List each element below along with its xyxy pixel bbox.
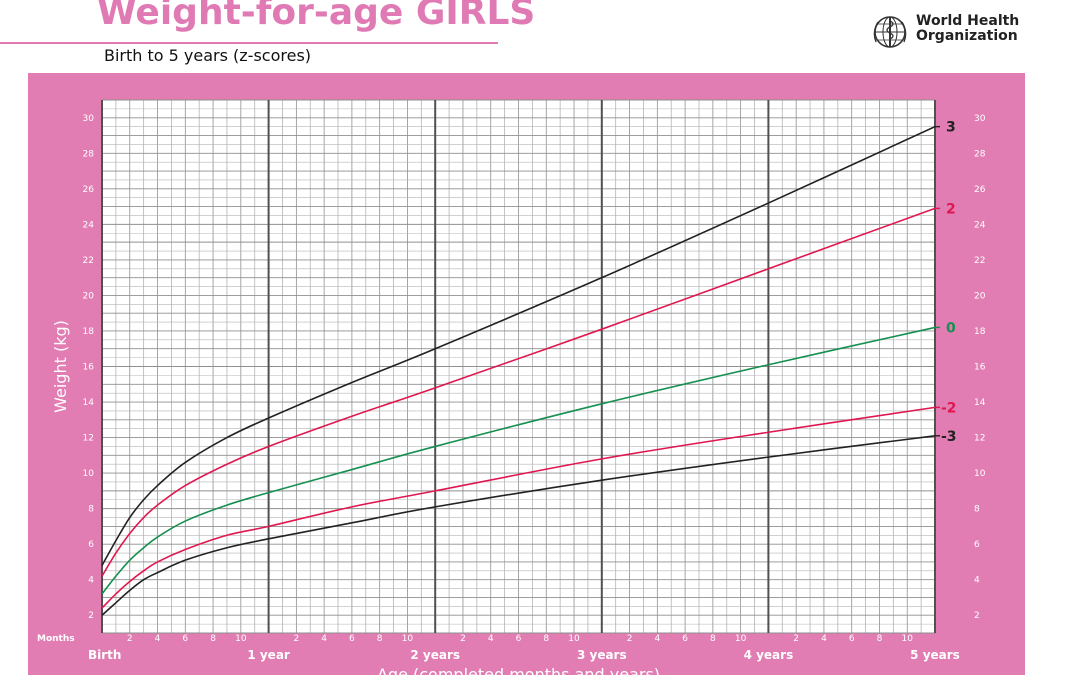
series-line-z2 [101, 207, 936, 577]
y-tick-label-right: 22 [974, 256, 985, 266]
grid-major [101, 100, 936, 633]
y-tick-label-left: 30 [83, 114, 95, 124]
x-tick-label-year: Birth [88, 648, 121, 662]
x-tick-label-month: 10 [568, 634, 580, 644]
y-tick-label-right: 28 [974, 149, 986, 159]
y-tick-label-left: 2 [88, 611, 94, 621]
x-tick-label-month: 10 [402, 634, 414, 644]
x-tick-label-month: 10 [735, 634, 747, 644]
x-tick-label-year: 3 years [577, 648, 627, 662]
y-tick-label-left: 12 [83, 434, 94, 444]
x-tick-label-month: 2 [793, 634, 799, 644]
x-axis-title: Age (completed months and years) [377, 665, 660, 675]
y-tick-label-left: 18 [83, 327, 95, 337]
y-tick-label-right: 12 [974, 434, 985, 444]
series-label-zminus2: -2 [941, 400, 957, 416]
x-tick-label-month: 4 [321, 634, 327, 644]
title-underline [0, 42, 498, 44]
y-tick-label-right: 8 [974, 505, 980, 515]
y-tick-label-right: 6 [974, 540, 980, 550]
x-unit-label: Months [37, 634, 75, 644]
series-line-zminus2 [101, 406, 936, 609]
y-tick-label-right: 20 [974, 291, 986, 301]
x-tick-label-year: 4 years [744, 648, 794, 662]
series-line-z0 [101, 326, 936, 595]
grid-minor [102, 99, 935, 634]
y-tick-label-right: 2 [974, 611, 980, 621]
x-tick-label-month: 2 [127, 634, 133, 644]
y-axis-title: Weight (kg) [51, 320, 70, 413]
x-tick-label-month: 6 [682, 634, 688, 644]
who-emblem-icon [873, 16, 907, 48]
x-tick-label-month: 2 [460, 634, 466, 644]
y-tick-label-left: 6 [88, 540, 94, 550]
y-tick-label-right: 26 [974, 185, 986, 195]
x-tick-label-month: 8 [377, 634, 383, 644]
x-tick-label-month: 2 [293, 634, 299, 644]
y-tick-label-left: 10 [83, 469, 95, 479]
series-label-z3: 3 [946, 120, 956, 136]
series-line-zminus3 [101, 434, 936, 616]
y-tick-label-right: 10 [974, 469, 986, 479]
x-tick-label-month: 6 [849, 634, 855, 644]
y-tick-label-left: 26 [83, 185, 95, 195]
x-tick-label-month: 10 [235, 634, 247, 644]
x-tick-label-month: 4 [488, 634, 494, 644]
x-tick-label-month: 4 [155, 634, 161, 644]
series-labels: 3 2 0 -2 -3 [935, 120, 957, 445]
series-line-z3 [101, 125, 936, 566]
x-tick-label-month: 2 [627, 634, 633, 644]
y-tick-label-right: 18 [974, 327, 986, 337]
x-tick-label-month: 4 [654, 634, 660, 644]
series-label-zminus3: -3 [941, 429, 957, 445]
series-label-z0: 0 [946, 320, 956, 336]
y-tick-label-left: 20 [83, 291, 95, 301]
y-tick-label-left: 24 [83, 220, 95, 230]
y-tick-label-left: 8 [88, 505, 94, 515]
x-tick-label-month: 6 [182, 634, 188, 644]
y-tick-label-right: 14 [974, 398, 986, 408]
x-tick-label-month: 8 [543, 634, 549, 644]
chart-title: Weight-for-age GIRLS [97, 0, 536, 33]
y-tick-label-right: 30 [974, 114, 986, 124]
y-tick-label-left: 28 [83, 149, 95, 159]
chart-subtitle: Birth to 5 years (z-scores) [104, 46, 312, 65]
y-tick-label-left: 14 [83, 398, 95, 408]
y-tick-label-left: 22 [83, 256, 94, 266]
y-tick-label-right: 4 [974, 576, 980, 586]
x-tick-label-year: 1 year [247, 648, 290, 662]
series-label-z2: 2 [946, 201, 956, 217]
org-name-line-2: Organization [916, 28, 1018, 44]
y-tick-label-left: 16 [83, 363, 95, 373]
x-tick-label-month: 8 [710, 634, 716, 644]
x-tick-label-year: 2 years [410, 648, 460, 662]
y-tick-label-right: 16 [974, 363, 986, 373]
who-wordmark: World Health Organization [916, 14, 1019, 44]
x-tick-label-month: 6 [349, 634, 355, 644]
series-lines [101, 125, 936, 616]
org-name-line-1: World Health [916, 13, 1020, 29]
y-tick-label-right: 24 [974, 220, 986, 230]
x-tick-label-month: 10 [902, 634, 914, 644]
x-tick-label-month: 8 [877, 634, 883, 644]
y-tick-label-left: 4 [88, 576, 94, 586]
x-tick-label-month: 4 [821, 634, 827, 644]
x-tick-label-year: 5 years [910, 648, 960, 662]
x-tick-label-month: 8 [210, 634, 216, 644]
x-tick-label-month: 6 [516, 634, 522, 644]
